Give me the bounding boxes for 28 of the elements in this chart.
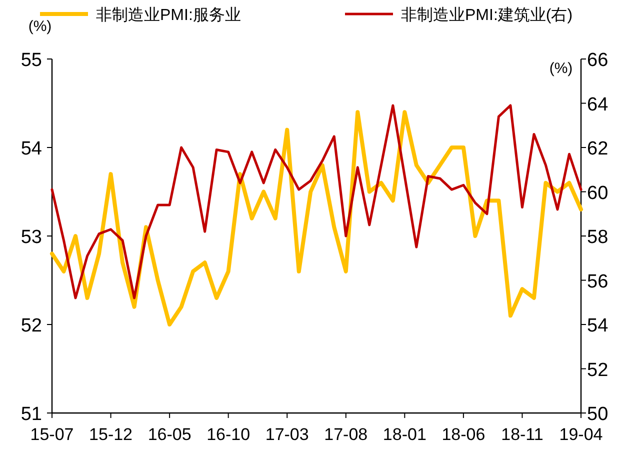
- y2-tick-label: 60: [587, 182, 608, 204]
- y-tick-label: 52: [20, 316, 42, 336]
- y2-axis-title: (%): [549, 60, 573, 77]
- x-tick-label: 18-06: [442, 425, 486, 444]
- y2-tick-label: 52: [587, 360, 608, 381]
- y-tick-label: 54: [20, 138, 42, 160]
- x-tick-label: 18-01: [382, 425, 426, 444]
- legend-label: 非制造业PMI:建筑业(右): [401, 6, 573, 24]
- legend-label: 非制造业PMI:服务业: [96, 6, 241, 24]
- x-tick-label: 15-07: [30, 425, 74, 444]
- y2-tick-label: 62: [587, 138, 608, 160]
- x-tick-label: 18-11: [501, 425, 544, 444]
- y2-tick-label: 66: [587, 50, 608, 71]
- y-tick-label: 53: [20, 227, 42, 248]
- x-tick-label: 16-10: [206, 425, 250, 444]
- x-tick-label: 15-12: [89, 425, 133, 444]
- x-tick-label: 19-04: [559, 425, 603, 444]
- x-tick-label: 17-08: [324, 425, 368, 444]
- y-tick-label: 55: [20, 50, 42, 71]
- y2-tick-label: 50: [587, 404, 608, 425]
- y-axis-title: (%): [28, 18, 52, 35]
- x-tick-label: 17-03: [265, 425, 309, 444]
- y-tick-label: 51: [20, 404, 42, 425]
- y2-tick-label: 56: [587, 271, 608, 292]
- y2-tick-label: 58: [587, 227, 608, 248]
- y2-tick-label: 54: [587, 316, 609, 336]
- y2-tick-label: 64: [587, 94, 609, 116]
- x-tick-label: 16-05: [148, 425, 192, 444]
